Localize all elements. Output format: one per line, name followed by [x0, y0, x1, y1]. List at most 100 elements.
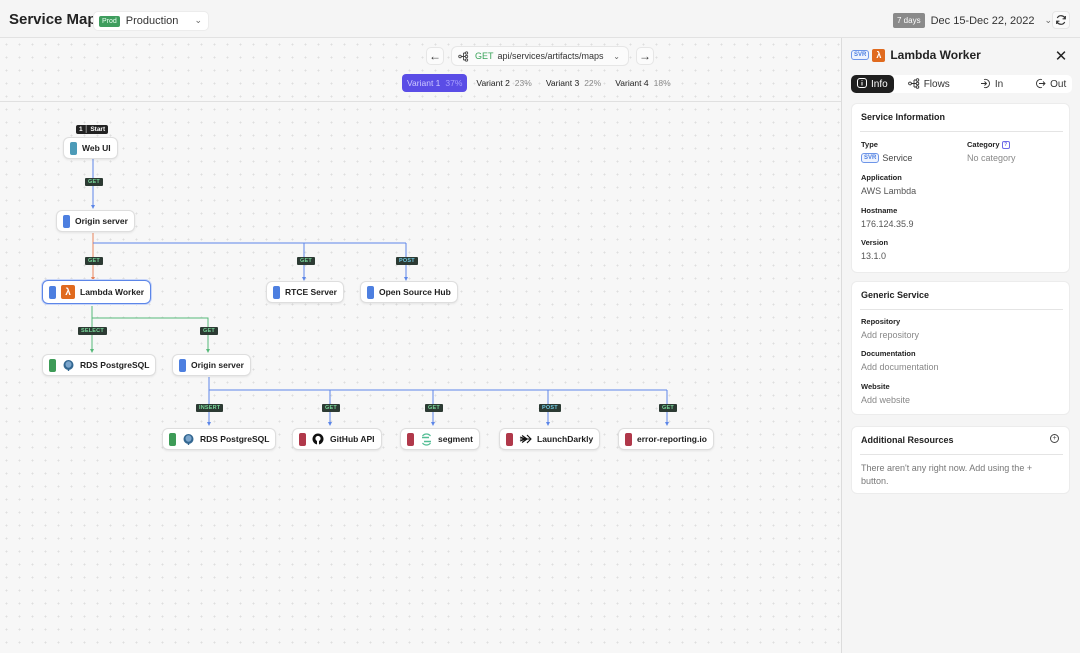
- date-range-label: Dec 15-Dec 22, 2022: [930, 14, 1035, 27]
- node-launchdarkly[interactable]: LaunchDarkly: [499, 428, 601, 450]
- add-website-link[interactable]: Add website: [861, 395, 911, 405]
- env-badge: Prod: [99, 15, 120, 27]
- edges-layer: [90, 159, 669, 426]
- tab-flows[interactable]: Flows: [902, 75, 956, 93]
- route-bar: ← GET api/services/artifacts/maps ⌄ →: [426, 46, 654, 66]
- web-tag-icon: [70, 141, 77, 155]
- svr-chip: SVR: [861, 153, 880, 163]
- info-icon: [857, 78, 867, 90]
- category-field: Category ? No category: [967, 140, 1016, 164]
- db-tag-icon: [49, 358, 56, 372]
- next-route-button[interactable]: →: [636, 47, 654, 65]
- node-origin-server[interactable]: Origin server: [56, 210, 135, 232]
- node-github-api[interactable]: GitHub API: [292, 428, 382, 450]
- svr-tag-icon: [49, 285, 56, 299]
- svr-tag-icon: [179, 358, 186, 372]
- prev-route-button[interactable]: ←: [426, 47, 444, 65]
- variant-tab-2[interactable]: Variant 2 23%: [476, 78, 532, 88]
- node-lambda-worker[interactable]: λ Lambda Worker: [42, 280, 152, 304]
- postgresql-icon: [61, 358, 75, 372]
- divider: [860, 309, 1063, 310]
- hostname-field: Hostname 176.124.35.9: [861, 206, 914, 229]
- close-icon: ✕: [1054, 48, 1068, 65]
- aws-lambda-icon: λ: [872, 48, 886, 62]
- sign-out-icon: [1035, 78, 1046, 91]
- edge-label: GET: [425, 404, 443, 412]
- edge-label: POST: [539, 404, 561, 412]
- github-icon: [311, 432, 325, 446]
- add-repository-link[interactable]: Add repository: [861, 330, 920, 340]
- chevron-down-icon: ⌄: [613, 51, 620, 61]
- refresh-icon: [1056, 15, 1066, 25]
- top-bar: Service Map Prod Production ⌄ 7 days Dec…: [0, 0, 1080, 38]
- page-title: Service Map: [9, 11, 97, 28]
- arrow-left-icon: ←: [429, 49, 441, 63]
- start-badge: 1 │ Start: [76, 125, 109, 134]
- postgresql-icon: [181, 432, 195, 446]
- node-rds-postgresql[interactable]: RDS PostgreSQL: [162, 428, 277, 450]
- route-method: GET: [475, 51, 494, 61]
- add-documentation-link[interactable]: Add documentation: [861, 362, 939, 372]
- type-field: Type SVR Service: [861, 140, 913, 163]
- flow-icon: [458, 50, 469, 62]
- chevron-down-icon: ⌄: [194, 15, 202, 25]
- edge-label: GET: [659, 404, 677, 412]
- empty-state-text: There aren't any right now. Add using th…: [861, 463, 1033, 486]
- tab-out[interactable]: Out: [1029, 75, 1072, 93]
- tab-info[interactable]: Info: [851, 75, 894, 93]
- node-open-source-hub[interactable]: Open Source Hub: [360, 281, 458, 303]
- version-field: Version 13.1.0: [861, 238, 889, 261]
- node-rds-postgresql[interactable]: RDS PostgreSQL: [42, 354, 157, 376]
- panel-tabs: Info Flows In Out: [851, 75, 1072, 93]
- launchdarkly-icon: [518, 432, 532, 446]
- svr-tag-icon: [63, 214, 70, 228]
- sign-in-icon: [980, 78, 991, 91]
- date-range-select[interactable]: 7 days Dec 15-Dec 22, 2022 ⌄: [893, 13, 1052, 28]
- variant-tab-3[interactable]: Variant 3 22%: [545, 78, 602, 88]
- repository-field: Repository Add repository: [861, 317, 920, 340]
- edge-label: GET: [322, 404, 340, 412]
- svr-tag-icon: [273, 285, 280, 299]
- node-web-ui[interactable]: Web UI: [63, 137, 118, 159]
- environment-select[interactable]: Prod Production ⌄: [93, 11, 209, 31]
- edge-label: INSERT: [196, 404, 224, 412]
- panel-header: SVR λ Lambda Worker: [851, 48, 981, 62]
- variant-tab-1[interactable]: Variant 1 37%: [402, 74, 468, 92]
- flows-icon: [907, 77, 920, 91]
- details-panel: SVR λ Lambda Worker ✕ Info Flows In Out …: [841, 38, 1080, 653]
- ext-tag-icon: [506, 432, 513, 446]
- card-title: Generic Service: [861, 290, 930, 300]
- refresh-button[interactable]: [1052, 11, 1070, 29]
- days-badge: 7 days: [893, 13, 925, 28]
- service-map-canvas[interactable]: ← GET api/services/artifacts/maps ⌄ → Va…: [0, 38, 841, 653]
- edge-label: POST: [396, 257, 418, 265]
- route-select[interactable]: GET api/services/artifacts/maps ⌄: [451, 46, 629, 66]
- panel-title: Lambda Worker: [890, 48, 981, 62]
- add-resource-button[interactable]: +: [1050, 434, 1059, 443]
- service-information-card: Service Information Type SVR Service Cat…: [851, 103, 1070, 273]
- edge-label: GET: [85, 178, 103, 186]
- db-tag-icon: [169, 432, 176, 446]
- divider: [860, 131, 1063, 132]
- tab-in[interactable]: In: [974, 75, 1009, 93]
- edge-label: SELECT: [78, 327, 107, 335]
- variant-tabs: Variant 1 37% Variant 2 23% Variant 3 22% V…: [402, 74, 680, 92]
- card-title: Additional Resources: [861, 435, 954, 445]
- close-button[interactable]: ✕: [1052, 47, 1070, 65]
- help-icon[interactable]: ?: [1001, 141, 1010, 150]
- node-rtce-server[interactable]: RTCE Server: [266, 281, 344, 303]
- divider: [0, 101, 841, 102]
- ext-tag-icon: [299, 432, 306, 446]
- divider: [860, 454, 1063, 455]
- route-path: api/services/artifacts/maps: [497, 51, 604, 61]
- website-field: Website Add website: [861, 382, 911, 405]
- variant-tab-4[interactable]: Variant 4 18%: [615, 78, 671, 88]
- node-error-reporting[interactable]: error-reporting.io: [618, 428, 714, 450]
- node-segment[interactable]: segment: [400, 428, 480, 450]
- additional-resources-card: Additional Resources + There aren't any …: [851, 426, 1070, 494]
- node-origin-server[interactable]: Origin server: [172, 354, 251, 376]
- edge-label: GET: [200, 327, 218, 335]
- env-label: Production: [125, 15, 179, 27]
- card-title: Service Information: [861, 112, 946, 122]
- chevron-down-icon: ⌄: [1044, 15, 1053, 25]
